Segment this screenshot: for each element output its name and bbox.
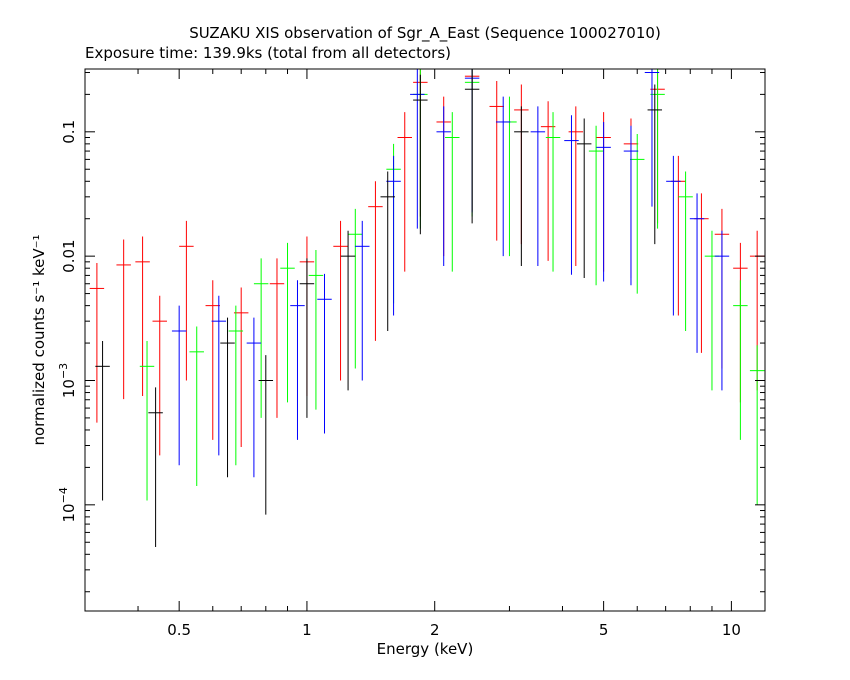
- data-point: [95, 340, 110, 501]
- y-tick-label: 0.01: [60, 239, 78, 272]
- data-point: [397, 112, 412, 272]
- x-tick-label: 0.5: [167, 621, 191, 639]
- data-point: [650, 69, 665, 229]
- data-point: [258, 355, 274, 515]
- x-axis-ticks: 0.5 1 2 5 10: [84, 69, 741, 639]
- data-point: [413, 74, 428, 235]
- data-point: [228, 305, 244, 466]
- data-point: [733, 280, 748, 440]
- data-point: [189, 326, 204, 487]
- series-3: [95, 69, 663, 547]
- series-0: [89, 69, 765, 456]
- plot-marks: [89, 69, 765, 547]
- data-point: [489, 81, 504, 241]
- data-point: [386, 155, 401, 316]
- y-tick-label: 0.1: [60, 120, 78, 144]
- data-point: [530, 106, 546, 266]
- data-point: [116, 239, 131, 400]
- data-point: [135, 236, 150, 397]
- data-point: [714, 230, 730, 391]
- data-point: [596, 121, 611, 282]
- x-tick-label: 1: [302, 621, 312, 639]
- series-1: [139, 69, 765, 505]
- data-point: [317, 273, 332, 434]
- chart-title: SUZAKU XIS observation of Sgr_A_East (Se…: [189, 24, 661, 43]
- data-point: [689, 193, 705, 353]
- data-point: [502, 96, 517, 257]
- data-point: [299, 258, 315, 418]
- data-point: [333, 220, 348, 381]
- data-point: [514, 106, 529, 266]
- plot-frame: [84, 68, 766, 612]
- data-point: [253, 258, 269, 418]
- data-point: [588, 125, 604, 286]
- data-point: [694, 193, 709, 353]
- y-tick-label: 10−4: [57, 487, 78, 522]
- data-point: [647, 84, 663, 245]
- data-point: [380, 171, 395, 332]
- data-point: [348, 208, 363, 369]
- y-axis-ticks: 10−4 10−3 0.01 0.1: [57, 71, 765, 593]
- y-tick-label: 10−3: [57, 363, 78, 398]
- data-point: [445, 112, 460, 272]
- data-point: [308, 250, 324, 410]
- data-point: [205, 280, 221, 440]
- data-point: [644, 69, 660, 207]
- data-point: [623, 125, 639, 286]
- data-point: [564, 115, 579, 275]
- x-tick-label: 2: [430, 621, 440, 639]
- data-point: [410, 69, 425, 229]
- data-point: [171, 305, 187, 466]
- data-point: [179, 220, 194, 381]
- data-point: [368, 181, 383, 341]
- chart-subtitle: Exposure time: 139.9ks (total from all d…: [85, 44, 451, 62]
- x-axis-label: Energy (keV): [377, 640, 474, 658]
- data-point: [280, 242, 295, 403]
- data-point: [139, 340, 155, 501]
- data-point: [749, 345, 765, 505]
- data-point: [495, 96, 511, 257]
- data-point: [290, 280, 305, 440]
- data-point: [568, 106, 584, 266]
- data-point: [148, 387, 163, 547]
- data-point: [269, 258, 285, 418]
- data-point: [704, 230, 720, 391]
- data-point: [464, 69, 480, 224]
- data-point: [678, 171, 693, 332]
- data-point: [666, 155, 681, 316]
- data-point: [576, 118, 592, 279]
- data-point: [340, 230, 356, 391]
- data-point: [211, 295, 227, 456]
- series-2: [171, 69, 730, 478]
- data-point: [246, 317, 262, 478]
- data-point: [89, 263, 105, 423]
- data-point: [436, 106, 451, 266]
- data-point: [220, 317, 235, 478]
- x-tick-label: 10: [722, 621, 741, 639]
- data-point: [355, 220, 370, 381]
- data-point: [233, 287, 249, 448]
- data-point: [629, 134, 645, 294]
- x-tick-label: 5: [599, 621, 609, 639]
- y-axis-label: normalized counts s⁻¹ keV⁻¹: [30, 234, 48, 445]
- data-point: [152, 295, 167, 456]
- data-point: [545, 112, 561, 272]
